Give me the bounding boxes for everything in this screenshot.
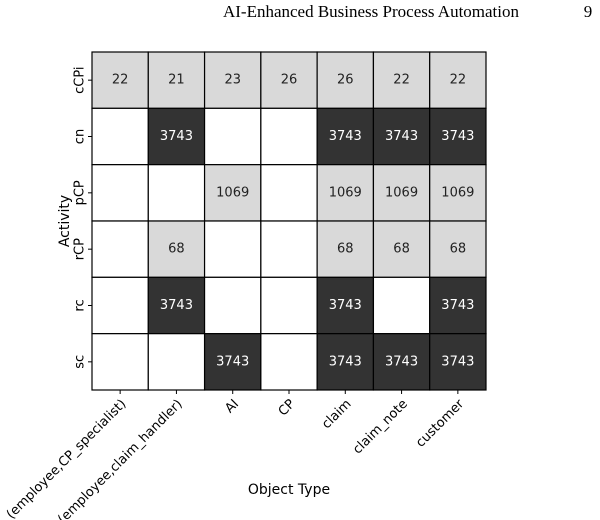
cell-label: 1069 (385, 185, 418, 200)
heatmap-cell (372, 164, 431, 222)
cell-label: 21 (168, 73, 185, 88)
heatmap-cell (203, 51, 262, 109)
empty-cell (91, 107, 149, 166)
empty-cell (260, 164, 318, 222)
y-tick-label: rc (73, 299, 88, 311)
cell-label: 3743 (329, 354, 362, 369)
cell-label: 3743 (216, 354, 249, 369)
heatmap-cell (429, 220, 487, 278)
y-axis-label: Activity (57, 195, 73, 247)
empty-cell (91, 276, 149, 335)
heatmap-cell (147, 107, 206, 166)
running-title: AI-Enhanced Business Process Automation (223, 2, 520, 21)
cell-label: 3743 (160, 298, 193, 313)
empty-cell (260, 276, 318, 335)
empty-cell (91, 333, 149, 391)
x-tick-label: CP (276, 397, 299, 420)
x-tick-label: (employee,CP_specialist) (4, 397, 130, 520)
empty-cell (260, 333, 318, 391)
empty-cell (260, 220, 318, 278)
cell-label: 3743 (441, 129, 474, 144)
heatmap-cell (147, 220, 206, 278)
cell-label: 68 (168, 242, 185, 257)
cell-label: 22 (450, 73, 467, 88)
heatmap-cell (372, 51, 431, 109)
cell-label: 26 (281, 73, 298, 88)
cell-label: 3743 (441, 298, 474, 313)
heatmap-cell (429, 276, 487, 335)
cell-label: 22 (112, 73, 129, 88)
y-tick-label: pCP (73, 180, 88, 205)
cell-label: 26 (337, 73, 354, 88)
empty-cell (147, 164, 206, 222)
y-tick-label: rCP (73, 238, 88, 260)
cell-label: 3743 (385, 129, 418, 144)
y-tick-label: sc (73, 355, 88, 369)
empty-cell (203, 220, 262, 278)
cell-label: 23 (224, 73, 241, 88)
cell-label: 3743 (329, 298, 362, 313)
empty-cell (372, 276, 431, 335)
heatmap-cell (372, 220, 431, 278)
heatmap-cell (372, 107, 431, 166)
heatmap-cell (316, 220, 375, 278)
heatmap-cell (147, 51, 206, 109)
empty-cell (203, 276, 262, 335)
heatmap-cell (203, 333, 262, 391)
cell-label: 3743 (385, 354, 418, 369)
x-tick-label: claim (319, 397, 354, 432)
heatmap-cell (91, 51, 149, 109)
cell-label: 22 (393, 73, 410, 88)
cell-label: 68 (393, 242, 410, 257)
x-tick-label: AI (222, 397, 242, 417)
cell-label: 3743 (441, 354, 474, 369)
empty-cell (91, 164, 149, 222)
x-axis-label: Object Type (248, 482, 330, 498)
empty-cell (91, 220, 149, 278)
heatmap-cell (203, 164, 262, 222)
cell-label: 68 (450, 242, 467, 257)
page-number: 9 (584, 2, 593, 21)
heatmap-cell (429, 333, 487, 391)
y-tick-label: cCPi (73, 66, 88, 93)
heatmap-cell (316, 276, 375, 335)
cell-label: 1069 (329, 185, 362, 200)
x-tick-label: customer (413, 396, 467, 450)
cell-label: 3743 (160, 129, 193, 144)
x-tick-label: claim_note (350, 397, 411, 458)
empty-cell (260, 107, 318, 166)
y-tick-label: cn (73, 129, 88, 144)
empty-cell (203, 107, 262, 166)
heatmap-cell (429, 107, 487, 166)
cell-label: 3743 (329, 129, 362, 144)
heatmap-cell (147, 276, 206, 335)
empty-cell (147, 333, 206, 391)
cell-label: 68 (337, 242, 354, 257)
cell-label: 1069 (216, 185, 249, 200)
cell-label: 1069 (441, 185, 474, 200)
